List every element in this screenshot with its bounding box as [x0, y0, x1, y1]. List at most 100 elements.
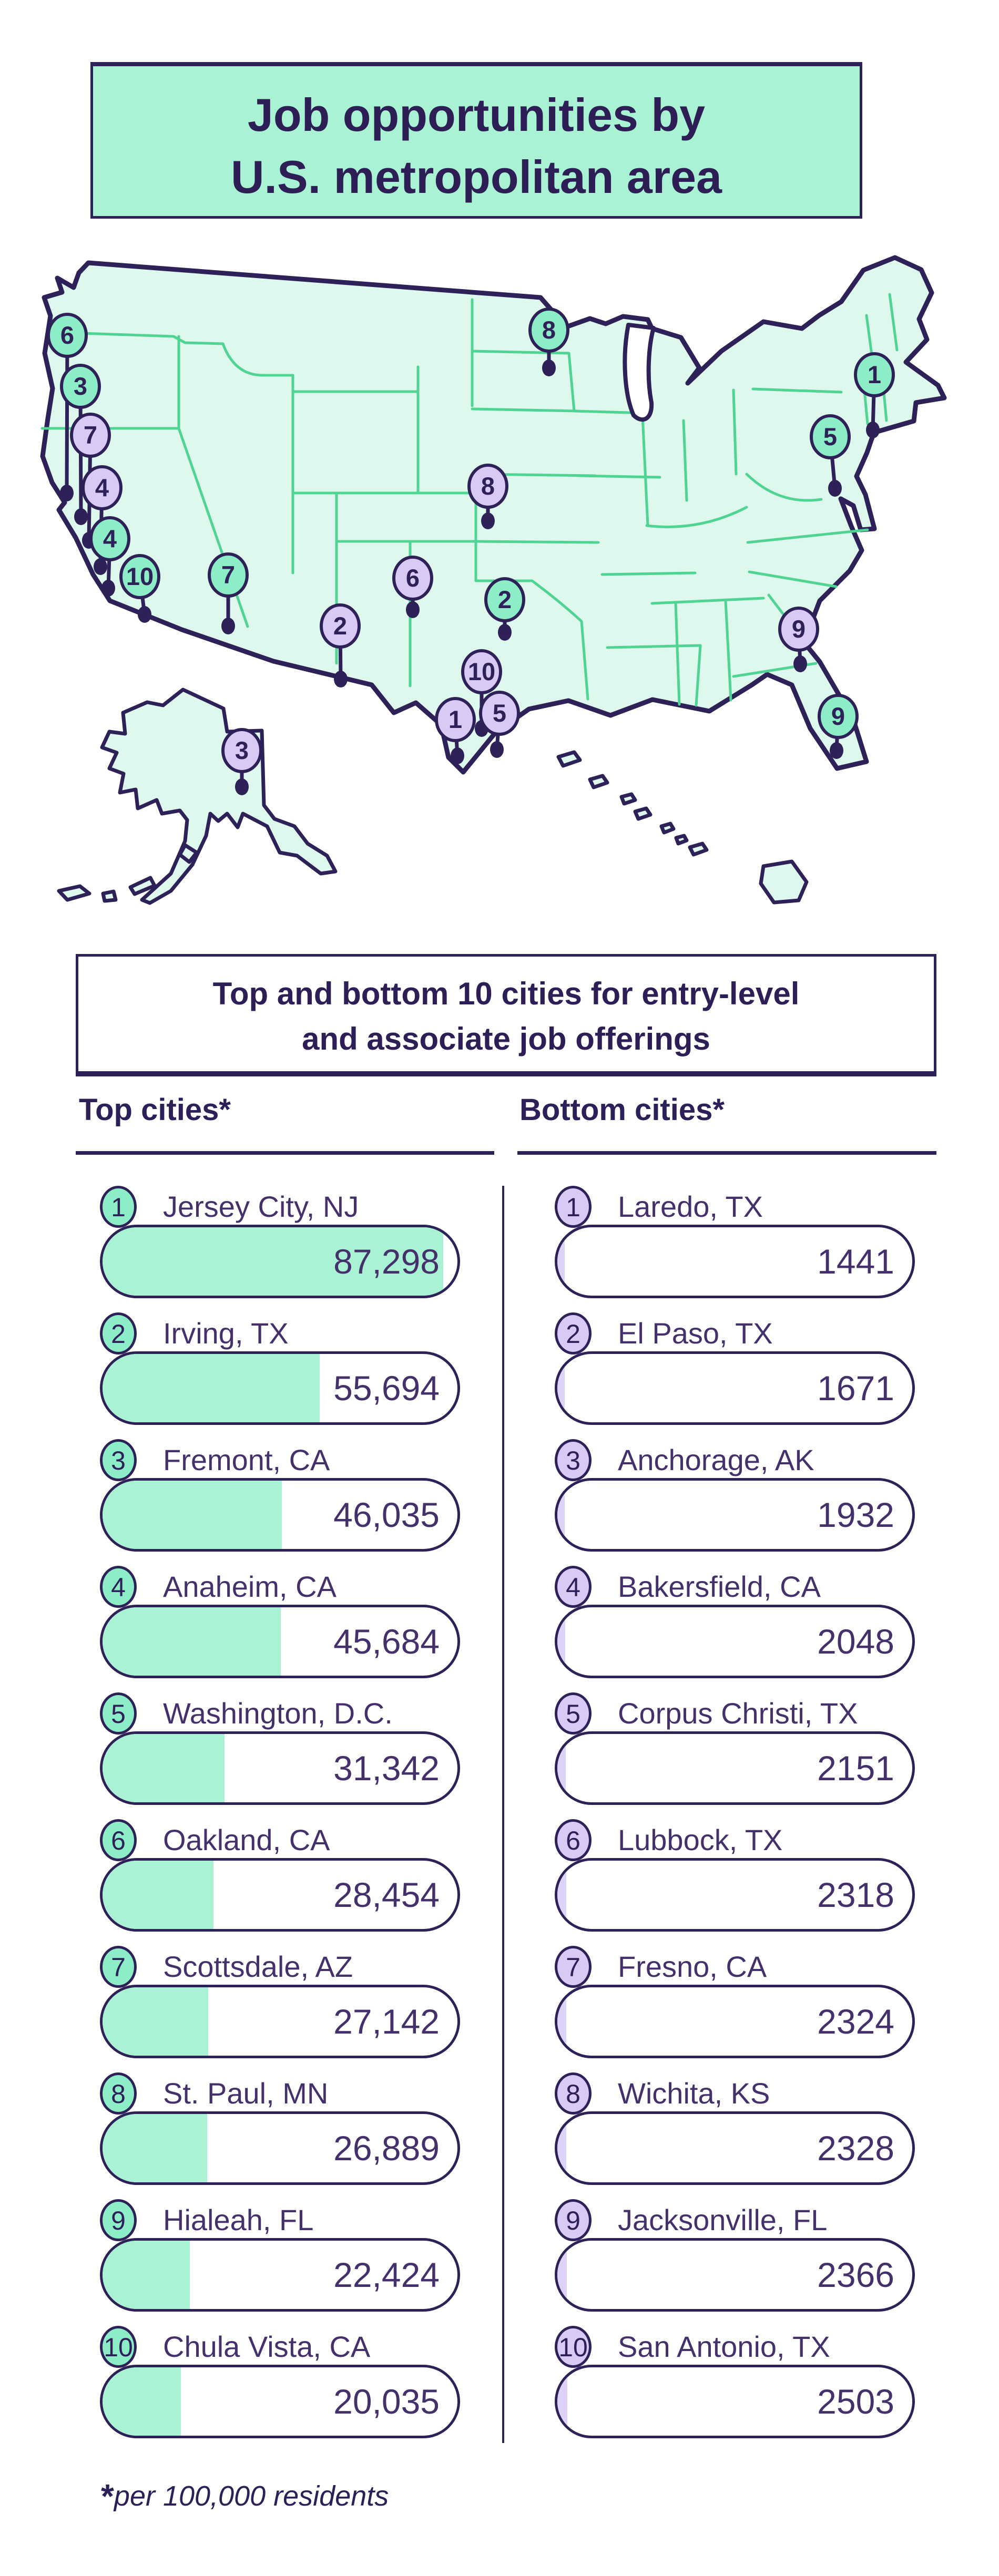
marker-number: 10	[126, 562, 154, 590]
bottom-city-marker-10	[461, 649, 502, 694]
value-text: 26,889	[333, 2129, 440, 2168]
value-bar-fill	[103, 2367, 181, 2436]
city-label: Jacksonville, FL	[618, 2203, 828, 2236]
value-text: 20,035	[333, 2382, 440, 2421]
rank-badge: 8	[555, 2072, 592, 2115]
value-bar-fill	[557, 1607, 565, 1676]
city-label: Chula Vista, CA	[163, 2330, 371, 2363]
value-bar: 2324	[555, 1985, 915, 2058]
top-city-marker-1	[854, 352, 895, 397]
rank-badge: 1	[100, 1186, 137, 1228]
value-bar-fill	[557, 1354, 565, 1422]
city-dot	[235, 778, 249, 795]
value-bar-fill	[557, 1734, 566, 1802]
city-label: Irving, TX	[163, 1317, 289, 1350]
value-bar: 26,889	[100, 2111, 460, 2185]
rank-badge: 9	[555, 2199, 592, 2241]
value-text: 2328	[817, 2129, 894, 2168]
value-bar: 2328	[555, 2111, 915, 2185]
value-bar: 2366	[555, 2238, 915, 2312]
top-city-row-10: 10 Chula Vista, CA 20,035	[100, 2326, 460, 2439]
value-bar-fill	[103, 1861, 213, 1929]
bottom-city-row-3: 3 Anchorage, AK 1932	[555, 1439, 915, 1553]
bottom-city-marker-2	[320, 603, 361, 649]
value-bar: 2503	[555, 2365, 915, 2438]
rank-badge: 4	[100, 1566, 137, 1608]
city-dot	[866, 422, 880, 438]
bottom-city-row-4: 4 Bakersfield, CA 2048	[555, 1566, 915, 1679]
value-bar-fill	[557, 1861, 566, 1929]
city-dot	[481, 512, 495, 529]
value-bar-fill	[557, 2241, 567, 2309]
marker-number: 5	[493, 699, 506, 727]
city-label: Lubbock, TX	[618, 1823, 783, 1856]
marker-number: 8	[481, 472, 495, 500]
city-dot	[221, 618, 235, 634]
marker-number: 7	[84, 421, 97, 449]
marker-number: 9	[831, 702, 845, 730]
bottom-city-row-1: 1 Laredo, TX 1441	[555, 1186, 915, 1299]
rank-badge: 9	[100, 2199, 137, 2241]
value-text: 55,694	[333, 1369, 440, 1408]
rank-badge: 2	[100, 1312, 137, 1354]
title-banner: Job opportunities by U.S. metropolitan a…	[90, 62, 862, 219]
marker-number: 10	[468, 658, 495, 685]
value-text: 2318	[817, 1875, 894, 1914]
city-dot	[830, 742, 843, 759]
marker-number: 1	[868, 361, 881, 388]
bottom-cities-heading: Bottom cities*	[519, 1093, 725, 1127]
rank-badge: 10	[100, 2326, 137, 2368]
city-label: San Antonio, TX	[618, 2330, 830, 2363]
rank-badge: 5	[100, 1692, 137, 1735]
bottom-city-row-9: 9 Jacksonville, FL 2366	[555, 2199, 915, 2313]
value-bar-fill	[103, 1607, 281, 1676]
city-dot	[451, 747, 464, 764]
top-city-row-3: 3 Fremont, CA 46,035	[100, 1439, 460, 1553]
rank-badge: 5	[555, 1692, 592, 1735]
value-bar-fill	[103, 1734, 225, 1802]
value-text: 1441	[817, 1242, 894, 1281]
rank-badge: 1	[555, 1186, 592, 1228]
rank-badge: 10	[555, 2326, 592, 2368]
bottom-city-marker-3	[221, 728, 262, 773]
map-hawaii	[556, 750, 809, 905]
section-header: Top and bottom 10 cities for entry-level…	[76, 954, 936, 1076]
value-text: 46,035	[333, 1495, 440, 1534]
top-city-marker-5	[810, 414, 851, 459]
bottom-city-row-6: 6 Lubbock, TX 2318	[555, 1819, 915, 1933]
city-label: Corpus Christi, TX	[618, 1697, 858, 1730]
value-bar: 45,684	[100, 1605, 460, 1678]
city-label: Anaheim, CA	[163, 1570, 337, 1603]
city-label: Washington, D.C.	[163, 1697, 393, 1730]
city-dot	[542, 360, 556, 376]
value-text: 2503	[817, 2382, 894, 2421]
value-bar-fill	[103, 2241, 190, 2309]
bottom-city-marker-9	[778, 607, 819, 652]
top-city-marker-2	[484, 577, 525, 622]
value-bar-fill	[103, 1481, 282, 1549]
top-city-marker-7	[208, 552, 249, 598]
city-dot	[406, 601, 420, 618]
city-dot	[94, 558, 107, 575]
value-bar: 27,142	[100, 1985, 460, 2058]
rank-badge: 4	[555, 1566, 592, 1608]
bottom-city-marker-8	[467, 464, 508, 509]
map-aleutian-islands	[57, 843, 199, 903]
value-bar: 46,035	[100, 1478, 460, 1552]
city-label: Laredo, TX	[618, 1190, 763, 1223]
top-city-marker-3	[60, 364, 101, 409]
bottom-city-marker-7	[70, 413, 111, 458]
value-bar: 20,035	[100, 2365, 460, 2438]
bottom-city-row-5: 5 Corpus Christi, TX 2151	[555, 1692, 915, 1806]
city-label: Hialeah, FL	[163, 2203, 314, 2236]
top-city-row-8: 8 St. Paul, MN 26,889	[100, 2072, 460, 2186]
value-text: 87,298	[333, 1242, 440, 1281]
value-bar: 2318	[555, 1858, 915, 1932]
rank-badge: 2	[555, 1312, 592, 1354]
bottom-city-row-7: 7 Fresno, CA 2324	[555, 1946, 915, 2059]
value-text: 27,142	[333, 2002, 440, 2041]
rank-badge: 3	[555, 1439, 592, 1481]
value-text: 2366	[817, 2255, 894, 2294]
value-bar-fill	[557, 1987, 566, 2056]
